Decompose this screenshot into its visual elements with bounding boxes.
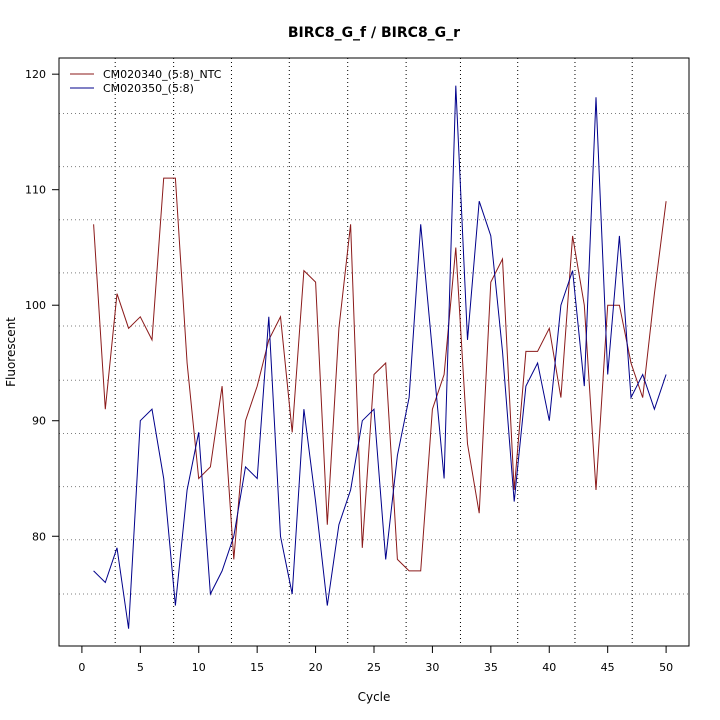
x-tick-label: 45 <box>601 661 615 674</box>
y-tick-label: 120 <box>25 68 46 81</box>
y-tick-label: 100 <box>25 299 46 312</box>
series-line-2 <box>93 85 667 629</box>
x-tick-label: 15 <box>250 661 264 674</box>
x-tick-label: 40 <box>542 661 556 674</box>
x-tick-label: 35 <box>484 661 498 674</box>
legend-label-2: CM020350_(5:8) <box>103 82 194 95</box>
x-tick-label: 10 <box>192 661 206 674</box>
y-axis-label: Fluorescent <box>4 317 18 387</box>
chart-title: BIRC8_G_f / BIRC8_G_r <box>288 25 460 41</box>
y-tick-label: 80 <box>32 530 46 543</box>
y-axis: 80 90 100 110 120 <box>25 68 60 543</box>
legend-label-1: CM020340_(5:8)_NTC <box>103 68 222 81</box>
x-tick-label: 25 <box>367 661 381 674</box>
y-tick-label: 110 <box>25 184 46 197</box>
series-lines <box>93 85 667 629</box>
x-tick-label: 5 <box>137 661 144 674</box>
x-tick-label: 20 <box>309 661 323 674</box>
x-tick-label: 50 <box>659 661 673 674</box>
y-tick-label: 90 <box>32 415 46 428</box>
x-tick-label: 0 <box>78 661 85 674</box>
x-tick-label: 30 <box>425 661 439 674</box>
series-line-1 <box>93 177 667 572</box>
x-axis: 0 5 10 15 20 25 30 35 40 45 50 <box>78 645 673 674</box>
x-axis-label: Cycle <box>358 690 391 704</box>
